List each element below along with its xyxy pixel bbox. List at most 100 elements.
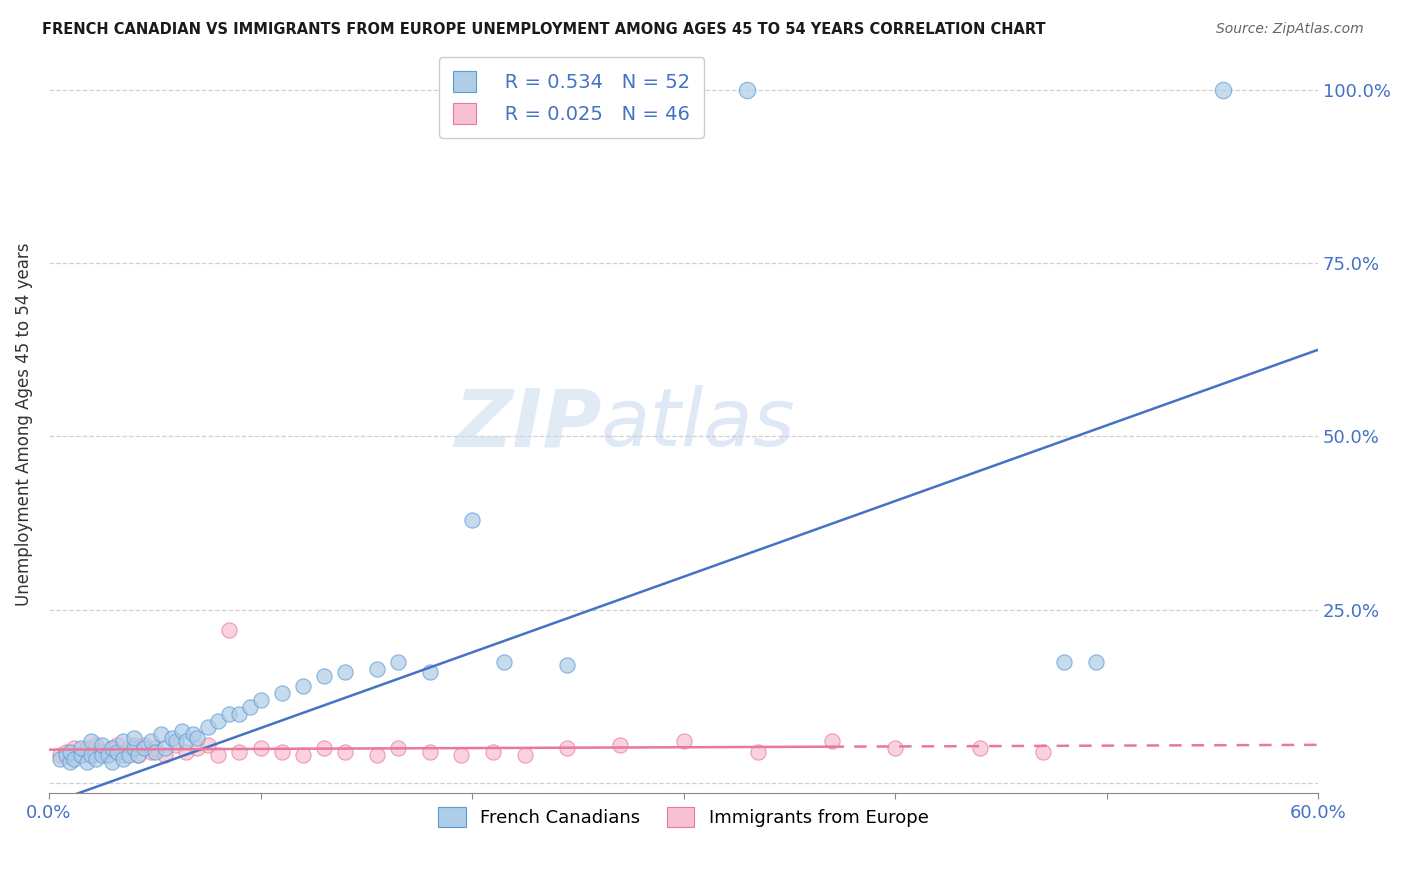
Point xyxy=(76,755,98,769)
Point xyxy=(55,745,77,759)
Point xyxy=(1212,83,1234,97)
Point xyxy=(59,755,82,769)
Point xyxy=(48,748,70,763)
Text: atlas: atlas xyxy=(600,385,796,463)
Point xyxy=(155,748,177,763)
Text: Source: ZipAtlas.com: Source: ZipAtlas.com xyxy=(1216,22,1364,37)
Point xyxy=(482,745,505,759)
Point xyxy=(249,741,271,756)
Point xyxy=(143,741,166,756)
Point xyxy=(270,745,292,759)
Point xyxy=(127,748,149,763)
Point xyxy=(218,624,240,638)
Point xyxy=(747,745,769,759)
Point xyxy=(884,741,907,756)
Point xyxy=(1053,655,1076,669)
Text: FRENCH CANADIAN VS IMMIGRANTS FROM EUROPE UNEMPLOYMENT AMONG AGES 45 TO 54 YEARS: FRENCH CANADIAN VS IMMIGRANTS FROM EUROP… xyxy=(42,22,1046,37)
Point xyxy=(186,741,208,756)
Point xyxy=(76,741,98,756)
Point xyxy=(492,655,515,669)
Text: ZIP: ZIP xyxy=(454,385,600,463)
Point xyxy=(134,741,156,756)
Point xyxy=(291,679,314,693)
Point xyxy=(419,745,441,759)
Point xyxy=(820,734,842,748)
Point xyxy=(150,727,173,741)
Point xyxy=(63,752,86,766)
Point xyxy=(387,655,409,669)
Point xyxy=(143,745,166,759)
Point xyxy=(672,734,695,748)
Point xyxy=(366,748,388,763)
Point xyxy=(207,748,229,763)
Point xyxy=(450,748,472,763)
Point xyxy=(197,738,219,752)
Point xyxy=(228,706,250,721)
Point xyxy=(69,748,91,763)
Point xyxy=(139,745,162,759)
Point xyxy=(118,741,141,756)
Point xyxy=(55,748,77,763)
Point xyxy=(270,686,292,700)
Point xyxy=(155,741,177,756)
Point xyxy=(160,731,183,745)
Point xyxy=(1032,745,1054,759)
Point xyxy=(165,734,187,748)
Point xyxy=(127,748,149,763)
Point xyxy=(207,714,229,728)
Point xyxy=(111,748,134,763)
Point xyxy=(555,658,578,673)
Point xyxy=(461,512,484,526)
Point xyxy=(134,738,156,752)
Point xyxy=(111,734,134,748)
Point xyxy=(105,745,128,759)
Point xyxy=(59,745,82,759)
Point xyxy=(312,741,335,756)
Point xyxy=(176,734,198,748)
Point xyxy=(122,741,145,756)
Point xyxy=(186,731,208,745)
Point xyxy=(80,748,103,763)
Point xyxy=(609,738,631,752)
Point xyxy=(90,745,112,759)
Point xyxy=(69,748,91,763)
Point xyxy=(218,706,240,721)
Point xyxy=(165,738,187,752)
Point xyxy=(181,727,204,741)
Point xyxy=(59,748,82,763)
Point xyxy=(197,721,219,735)
Point xyxy=(84,752,107,766)
Point xyxy=(80,748,103,763)
Point xyxy=(291,748,314,763)
Point xyxy=(172,723,194,738)
Point xyxy=(249,692,271,706)
Y-axis label: Unemployment Among Ages 45 to 54 years: Unemployment Among Ages 45 to 54 years xyxy=(15,243,32,606)
Legend: French Canadians, Immigrants from Europe: French Canadians, Immigrants from Europe xyxy=(429,798,938,836)
Point xyxy=(555,741,578,756)
Point xyxy=(69,741,91,756)
Point xyxy=(48,752,70,766)
Point xyxy=(513,748,536,763)
Point xyxy=(101,741,124,756)
Point xyxy=(80,734,103,748)
Point xyxy=(101,741,124,756)
Point xyxy=(333,665,356,679)
Point xyxy=(122,731,145,745)
Point xyxy=(312,668,335,682)
Point xyxy=(366,662,388,676)
Point xyxy=(105,738,128,752)
Point xyxy=(969,741,991,756)
Point xyxy=(101,755,124,769)
Point xyxy=(111,752,134,766)
Point xyxy=(1085,655,1108,669)
Point xyxy=(63,741,86,756)
Point xyxy=(176,745,198,759)
Point xyxy=(97,748,120,763)
Point xyxy=(228,745,250,759)
Point xyxy=(419,665,441,679)
Point xyxy=(97,748,120,763)
Point xyxy=(333,745,356,759)
Point xyxy=(139,734,162,748)
Point xyxy=(122,738,145,752)
Point xyxy=(84,738,107,752)
